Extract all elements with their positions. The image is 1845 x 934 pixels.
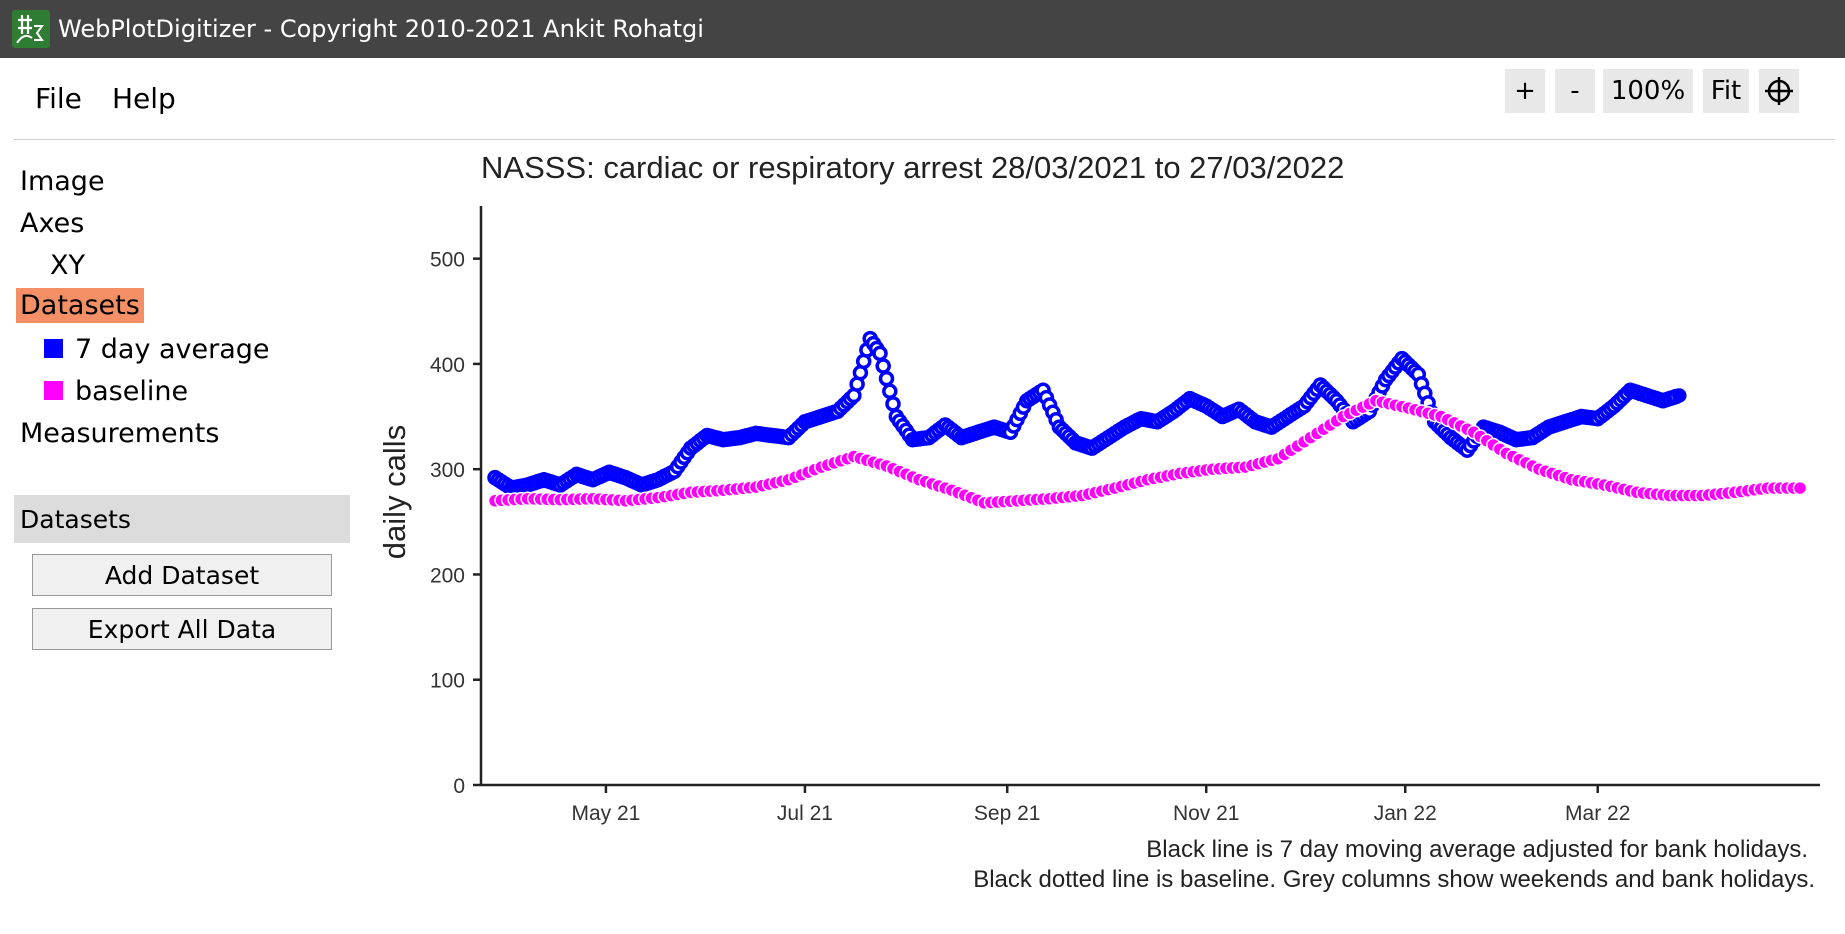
y-axis-label: daily calls [377,425,412,559]
x-tick-label: Mar 22 [1565,802,1630,825]
plot-canvas[interactable]: NASSS: cardiac or respiratory arrest 28/… [360,140,1845,934]
add-dataset-button[interactable]: Add Dataset [32,554,332,596]
chart-caption-line-1: Black line is 7 day moving average adjus… [1146,836,1808,863]
x-ticks: May 21 Jul 21 Sep 21 Nov 21 Jan 22 Mar 22 [571,785,1630,825]
x-tick-label: May 21 [571,802,640,825]
tree-item-image[interactable]: Image [20,166,105,197]
data-point[interactable] [882,383,898,400]
x-tick-label: Nov 21 [1173,802,1240,825]
menu-bar: File Help + - 100% Fit [0,58,1845,138]
y-ticks: 0 100 200 300 400 500 [430,249,481,798]
series-7-day-average [487,330,1687,496]
menu-file[interactable]: File [35,82,82,115]
title-bar: WebPlotDigitizer - Copyright 2010-2021 A… [0,0,1845,58]
dataset-color-swatch [44,381,63,400]
crosshair-icon [1765,77,1793,105]
chart[interactable]: NASSS: cardiac or respiratory arrest 28/… [360,140,1845,934]
data-point[interactable] [872,345,888,362]
x-tick-label: Jul 21 [777,802,833,825]
export-all-data-button[interactable]: Export All Data [32,608,332,650]
datasets-panel-header: Datasets [14,495,350,543]
dataset-label: baseline [75,376,189,407]
series-baseline [487,393,1808,511]
data-point[interactable] [875,358,891,374]
data-point[interactable] [885,396,901,412]
x-tick-label: Sep 21 [974,802,1041,825]
tree-item-dataset-7-day-average[interactable]: 7 day average [44,334,270,365]
chart-caption-line-2: Black dotted line is baseline. Grey colu… [973,866,1815,893]
y-tick-label: 500 [430,249,465,272]
menu-separator [14,139,1835,140]
y-tick-label: 0 [453,775,465,798]
data-point[interactable] [1792,480,1808,496]
window-title: WebPlotDigitizer - Copyright 2010-2021 A… [58,15,704,43]
chart-title: NASSS: cardiac or respiratory arrest 28/… [481,150,1344,185]
tree-item-datasets[interactable]: Datasets [16,288,144,323]
app-logo-icon [12,10,50,48]
sidebar: Image Axes XY Datasets 7 day average bas… [0,140,360,934]
zoom-level-button[interactable]: 100% [1603,69,1693,113]
menu-help[interactable]: Help [112,82,176,115]
y-tick-label: 300 [430,459,465,482]
crosshair-button[interactable] [1759,69,1799,113]
y-tick-label: 200 [430,564,465,587]
tree-item-xy[interactable]: XY [50,250,85,281]
y-tick-label: 100 [430,670,465,693]
tree-item-dataset-baseline[interactable]: baseline [44,376,188,407]
dataset-label: 7 day average [75,334,270,365]
zoom-fit-button[interactable]: Fit [1703,69,1749,113]
tree-item-axes[interactable]: Axes [20,208,85,239]
dataset-color-swatch [44,339,63,358]
y-tick-label: 400 [430,354,465,377]
zoom-out-button[interactable]: - [1555,69,1595,113]
x-tick-label: Jan 22 [1374,802,1437,825]
tree-item-measurements[interactable]: Measurements [20,418,220,449]
series-layer [487,330,1808,511]
data-point[interactable] [1672,388,1687,403]
zoom-in-button[interactable]: + [1505,69,1545,113]
data-point[interactable] [878,370,895,387]
